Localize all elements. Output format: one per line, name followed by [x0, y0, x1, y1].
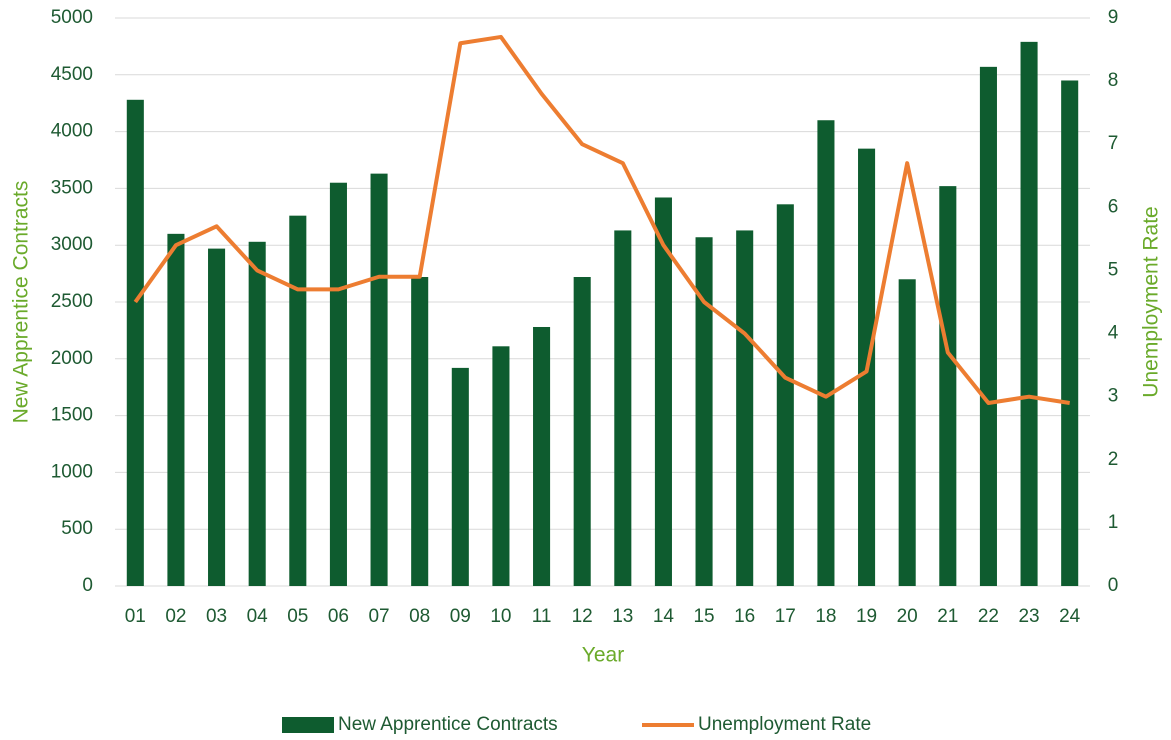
legend-swatch [282, 717, 334, 733]
bar [939, 186, 957, 587]
x-tick-label: 16 [734, 606, 755, 627]
x-tick-label: 01 [125, 606, 146, 627]
bar [370, 173, 388, 586]
x-tick-label: 11 [532, 606, 552, 627]
bar [208, 248, 226, 586]
x-tick-label: 13 [612, 606, 633, 627]
y-tick-label: 4000 [51, 121, 93, 142]
y-tick-label: 500 [61, 518, 93, 539]
bar [451, 367, 469, 586]
bar [614, 230, 632, 586]
y2-tick-label: 2 [1108, 449, 1119, 470]
y2-tick-label: 6 [1108, 196, 1119, 217]
bar [126, 99, 144, 587]
bar [573, 277, 591, 586]
y-tick-label: 5000 [51, 7, 93, 28]
x-tick-label: 02 [165, 606, 186, 627]
y-tick-label: 2000 [51, 348, 93, 369]
bar [1061, 80, 1079, 586]
y2-axis-title: Unemployment Rate [1140, 206, 1163, 397]
bar [167, 233, 185, 586]
x-tick-label: 12 [572, 606, 593, 627]
y2-tick-label: 5 [1108, 259, 1119, 280]
line [133, 34, 1070, 405]
y-tick-label: 0 [82, 575, 93, 596]
legend-label: Unemployment Rate [698, 714, 871, 735]
bar [1020, 41, 1038, 586]
bar [533, 326, 551, 586]
x-tick-label: 18 [815, 606, 836, 627]
bar [329, 182, 347, 586]
x-axis-title: Year [582, 644, 624, 667]
y-tick-label: 1000 [51, 461, 93, 482]
y-tick-label: 4500 [51, 64, 93, 85]
bar [654, 197, 672, 586]
y-tick-label: 1500 [51, 405, 93, 426]
y2-tick-label: 9 [1108, 7, 1119, 28]
y-tick-label: 2500 [51, 291, 93, 312]
bar [695, 237, 713, 587]
bar [736, 230, 754, 586]
bar [776, 204, 794, 586]
y-tick-label: 3500 [51, 177, 93, 198]
y-tick-label: 3000 [51, 234, 93, 255]
y2-tick-label: 3 [1108, 386, 1119, 407]
x-tick-label: 20 [897, 606, 918, 627]
x-tick-label: 06 [328, 606, 349, 627]
x-tick-label: 21 [937, 606, 958, 627]
x-tick-label: 09 [450, 606, 471, 627]
bar [248, 241, 266, 587]
x-tick-label: 22 [978, 606, 999, 627]
x-tick-label: 24 [1059, 606, 1081, 627]
y2-tick-label: 4 [1108, 323, 1119, 344]
x-tick-label: 10 [490, 606, 511, 627]
x-tick-label: 19 [856, 606, 877, 627]
x-tick-label: 14 [653, 606, 675, 627]
x-tick-label: 05 [287, 606, 308, 627]
bar [979, 66, 997, 586]
x-tick-label: 03 [206, 606, 227, 627]
y2-tick-label: 0 [1108, 575, 1119, 596]
x-tick-label: 17 [775, 606, 796, 627]
x-tick-label: 08 [409, 606, 430, 627]
x-tick-label: 23 [1018, 606, 1039, 627]
bar [411, 277, 429, 586]
x-tick-label: 04 [247, 606, 269, 627]
bar [289, 215, 307, 586]
legend-label: New Apprentice Contracts [338, 714, 558, 735]
bar [898, 279, 916, 586]
y2-tick-label: 7 [1108, 133, 1119, 154]
y-axis-title: New Apprentice Contracts [10, 181, 33, 424]
bar [817, 120, 835, 587]
y2-tick-label: 8 [1108, 70, 1119, 91]
x-tick-label: 15 [693, 606, 714, 627]
bar [492, 346, 510, 586]
x-tick-label: 07 [368, 606, 389, 627]
y2-tick-label: 1 [1108, 512, 1119, 533]
